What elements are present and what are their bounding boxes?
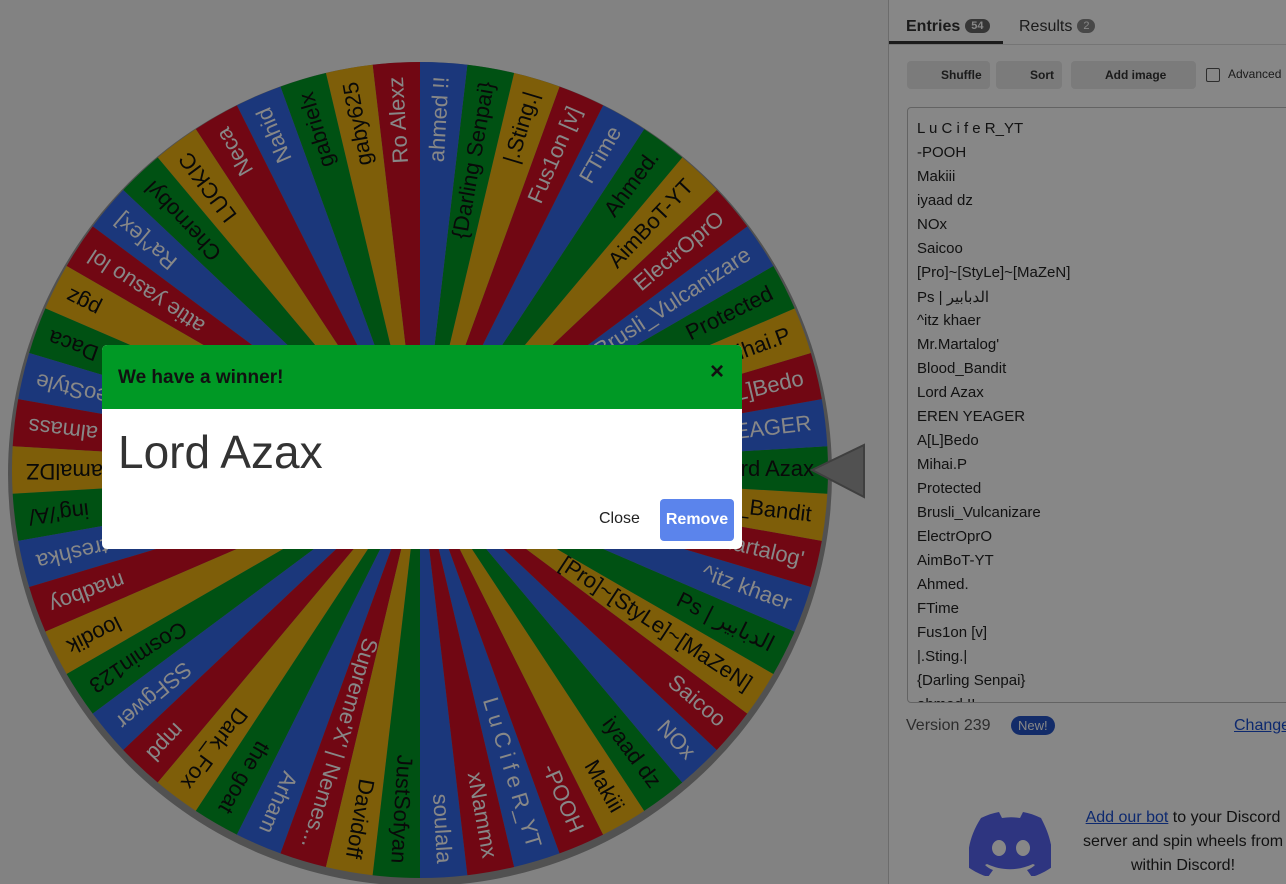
entry-line: NOx	[917, 216, 947, 233]
version: Version 239	[906, 717, 991, 734]
results-tab[interactable]: Results 2	[1019, 18, 1096, 36]
entry-line: ^itz khaer	[917, 312, 981, 329]
divider	[889, 44, 1286, 45]
changelog-link[interactable]: Change	[1234, 717, 1286, 734]
entry-line: iyaad dz	[917, 192, 973, 209]
wheel-slice	[420, 470, 604, 854]
button-label: Sort	[1030, 68, 1054, 82]
winner-dialog: We have a winner! × Lord Azax Close Remo…	[102, 345, 742, 549]
entry-line: Saicoo	[917, 240, 963, 257]
wheel-slice	[420, 470, 560, 868]
dialog-header: We have a winner! ×	[102, 345, 742, 409]
wheel-slice	[325, 470, 420, 876]
wheel-slice	[236, 470, 420, 854]
wheel-label: amalDZ	[26, 459, 103, 484]
count-badge: 2	[1077, 19, 1096, 33]
entry-line: -POOH	[917, 144, 967, 161]
entry-line: Ps | الدبابير	[917, 289, 990, 306]
entry-line: [Pro]~[StyLe]~[MaZeN]	[917, 264, 1071, 281]
add-image-button[interactable]: Add image	[1071, 61, 1197, 89]
entry-line: Mihai.P	[917, 456, 968, 473]
side-panel: Entries 54 Results 2 Shuffle Sort Add imag…	[888, 0, 1286, 884]
entry-line: Blood_Bandit	[917, 360, 1007, 377]
entries-tab[interactable]: Entries 54	[906, 18, 990, 36]
entry-line: ElectrOprO	[917, 528, 993, 545]
discord-text: Add our bot to your Discord server and s…	[1077, 806, 1286, 878]
entry-line: L u C i f e R_YT	[917, 120, 1024, 137]
wheel-slice	[280, 470, 420, 868]
entry-line: Makiii	[917, 168, 956, 185]
winner-name: Lord Azax	[118, 426, 323, 478]
wheel-label: ahmed !!	[424, 76, 454, 163]
dialog-title: We have a winner!	[118, 367, 284, 388]
button-label: Add image	[1105, 68, 1167, 82]
wheel-slice	[195, 470, 420, 835]
entry-line: Brusli_Vulcanizare	[917, 504, 1041, 521]
entry-line: FTime	[917, 600, 959, 617]
entry-line: ahmed !!	[917, 696, 975, 702]
entries-textarea[interactable]: L u C i f e R_YT -POOH Makiii iyaad dz NOx Sa…	[907, 107, 1286, 703]
entry-line: Protected	[917, 480, 982, 497]
wheel-slice	[420, 470, 515, 876]
checkbox-label: Advanced	[1228, 67, 1282, 81]
entry-line: AimBoT-YT	[917, 552, 994, 569]
wheel-slice	[420, 470, 468, 878]
wheel-slice	[372, 470, 420, 878]
entry-line: EREN YEAGER	[917, 408, 1026, 425]
entry-line: Mr.Martalog'	[917, 336, 1000, 353]
tab-label: Entries	[906, 18, 961, 35]
discord-description: to your Discord server and spin wheels f…	[1082, 809, 1284, 874]
entry-line: Lord Azax	[917, 384, 984, 401]
button-label: Shuffle	[941, 68, 982, 82]
wheel-pointer	[809, 443, 865, 499]
close-button[interactable]: Close	[599, 510, 640, 527]
close-icon[interactable]: ×	[710, 358, 725, 385]
checkbox[interactable]	[1206, 68, 1220, 82]
wheel-slice	[420, 470, 645, 835]
wheel-slice	[157, 470, 420, 811]
tab-label: Results	[1019, 18, 1073, 35]
entry-line: A[L]Bedo	[917, 432, 979, 449]
discord-logo	[969, 812, 1051, 876]
remove-button[interactable]: Remove	[660, 499, 734, 541]
sort-button[interactable]: Sort	[996, 61, 1062, 89]
count-badge: 54	[965, 19, 990, 33]
wheel-slice	[420, 470, 683, 811]
entry-line: Ahmed.	[917, 576, 969, 593]
shuffle-button[interactable]: Shuffle	[907, 61, 990, 89]
entry-line: Fus1on [v]	[917, 624, 988, 641]
tab-underline	[889, 41, 1003, 44]
entry-line: {Darling Senpai}	[917, 672, 1026, 689]
new-badge: New!	[1011, 716, 1055, 735]
wheel-label: soulala	[428, 793, 457, 865]
entry-line: |.Sting.|	[917, 648, 968, 665]
wheel-label: Ro Alexz	[383, 76, 413, 164]
discord-link[interactable]: Add our bot	[1085, 809, 1169, 826]
